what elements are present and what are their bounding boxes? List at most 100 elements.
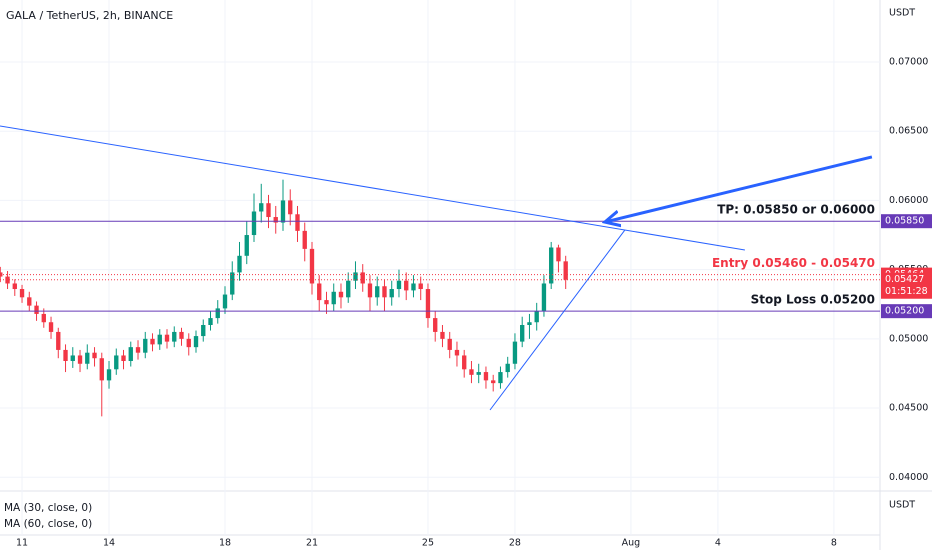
candle-body <box>375 286 380 298</box>
candle-body <box>418 283 423 290</box>
candle-body <box>143 338 148 353</box>
trendline <box>0 125 745 251</box>
annotation: Stop Loss 0.05200 <box>751 293 875 307</box>
y-tick-label: 0.07000 <box>889 57 928 68</box>
candle-body <box>0 272 3 277</box>
candle-body <box>491 380 496 384</box>
candle-body <box>121 355 126 361</box>
candle-body <box>85 352 90 364</box>
candle-body <box>106 369 112 381</box>
annotation: Entry 0.05460 - 0.05470 <box>712 256 875 270</box>
indicator-unit: USDT <box>889 500 915 511</box>
price-label-box <box>881 214 932 229</box>
price-label-box <box>881 272 932 299</box>
candle-body <box>425 289 431 319</box>
candle-body <box>541 283 547 312</box>
candle-body <box>27 297 32 306</box>
candle-body <box>288 200 293 215</box>
candle-body <box>433 318 438 332</box>
candle-body <box>295 214 300 231</box>
candle-body <box>63 349 68 361</box>
candle-body <box>77 355 83 364</box>
chart-title: GALA / TetherUS, 2h, BINANCE <box>6 9 173 22</box>
candle-body <box>92 352 97 359</box>
candle-body <box>556 247 561 262</box>
candle-body <box>317 283 322 301</box>
candle-body <box>251 211 257 236</box>
candle-body <box>70 355 75 361</box>
candle-body <box>41 313 46 323</box>
x-tick-label: 18 <box>219 538 231 549</box>
indicator-label: MA (60, close, 0) <box>4 518 92 530</box>
candle-body <box>179 331 184 339</box>
candle-body <box>244 235 249 256</box>
candle-body <box>309 248 315 284</box>
candle-body <box>534 311 539 323</box>
indicator-label: MA (30, close, 0) <box>4 502 92 514</box>
candle-body <box>135 347 141 353</box>
candle-body <box>382 286 387 298</box>
price-label: 0.05427 <box>885 274 924 285</box>
candle-body <box>237 255 242 273</box>
candle-body <box>389 289 394 298</box>
candle-body <box>114 355 119 370</box>
candle-body <box>12 283 17 290</box>
candle-body <box>396 280 402 290</box>
price-unit: USDT <box>889 8 915 19</box>
candle-body <box>193 336 199 348</box>
candle-body <box>483 372 489 381</box>
candle-body <box>512 341 518 364</box>
price-label: 0.05200 <box>885 306 924 317</box>
x-tick-label: 21 <box>306 538 318 549</box>
candle-body <box>440 331 445 339</box>
candle-body <box>259 203 264 212</box>
candle-body <box>498 372 503 384</box>
candle-body <box>462 355 467 370</box>
candle-body <box>48 322 54 332</box>
candle-body <box>201 325 206 337</box>
price-label: 0.05850 <box>885 216 924 227</box>
candle-body <box>273 217 278 223</box>
y-tick-label: 0.04000 <box>889 472 928 483</box>
candle-body <box>346 280 351 298</box>
candle-body <box>215 308 220 319</box>
candle-body <box>56 331 61 350</box>
candle-body <box>186 338 191 348</box>
x-tick-label: 11 <box>16 538 28 549</box>
candle-body <box>520 325 525 342</box>
candle-body <box>549 247 554 284</box>
trendline <box>605 155 873 222</box>
candle-body <box>505 363 510 373</box>
y-tick-label: 0.06500 <box>889 126 928 137</box>
trendline <box>489 229 626 411</box>
y-tick-label: 0.05000 <box>889 333 928 344</box>
candle-body <box>324 300 329 305</box>
candle-body <box>454 349 460 356</box>
candle-body <box>230 272 235 295</box>
y-tick-label: 0.04500 <box>889 403 928 414</box>
candle-body <box>447 338 452 350</box>
candle-body <box>128 347 133 361</box>
candle-body <box>164 334 170 342</box>
x-tick-label: 25 <box>422 538 434 549</box>
candle-body <box>404 280 409 291</box>
candle-body <box>266 203 271 218</box>
candle-body <box>331 291 336 305</box>
countdown: 01:51:28 <box>885 286 928 297</box>
plot <box>0 179 880 417</box>
candle-body <box>208 318 213 326</box>
x-tick-label: 14 <box>103 538 115 549</box>
x-tick-label: 28 <box>509 538 521 549</box>
candle-body <box>19 289 25 298</box>
candle-body <box>5 276 10 284</box>
candle-body <box>563 261 568 280</box>
candle-body <box>367 283 373 298</box>
y-tick-label: 0.06000 <box>889 195 928 206</box>
candle-body <box>353 272 358 281</box>
candle-body <box>172 331 177 342</box>
x-tick-label: Aug <box>622 538 641 549</box>
candle-body <box>150 338 155 345</box>
x-tick-label: 4 <box>715 538 721 549</box>
